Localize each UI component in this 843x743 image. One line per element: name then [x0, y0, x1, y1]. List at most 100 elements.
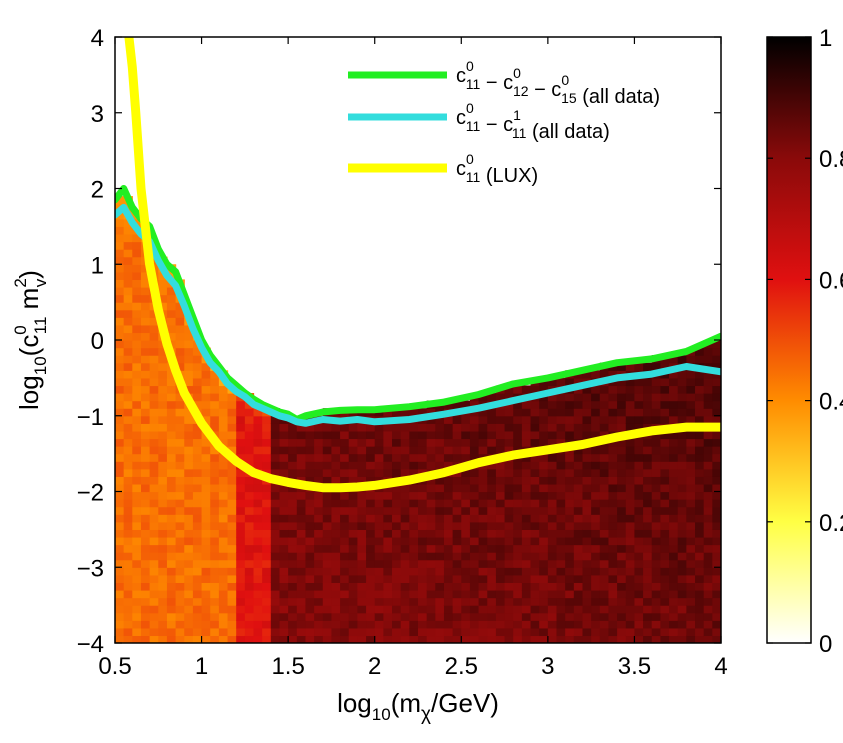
heatmap-cell [140, 324, 151, 334]
heatmap-cell [218, 430, 229, 440]
heatmap-cell [409, 514, 419, 523]
heatmap-cell [686, 597, 696, 606]
heatmap-cell [591, 468, 601, 477]
heatmap-cell [521, 499, 532, 508]
heatmap-cell [435, 453, 445, 462]
heatmap-cell [573, 453, 584, 462]
heatmap-cell [643, 408, 653, 417]
heatmap-cell [305, 582, 315, 591]
heatmap-cell [218, 408, 229, 417]
heatmap-cell [625, 446, 636, 455]
heatmap-cell [669, 544, 679, 553]
heatmap-cell [296, 521, 307, 530]
heatmap-cell [443, 605, 454, 614]
heatmap-cell [547, 574, 558, 583]
heatmap-cell [634, 377, 644, 387]
heatmap-cell [643, 582, 653, 591]
heatmap-cell [340, 453, 350, 462]
heatmap-cell [218, 423, 229, 432]
heatmap-cell [348, 506, 358, 515]
heatmap-cell [634, 468, 644, 477]
heatmap-cell [418, 430, 428, 440]
heatmap-cell [608, 521, 618, 530]
heatmap-cell [392, 567, 402, 576]
heatmap-cell [435, 559, 445, 568]
heatmap-cell [357, 582, 367, 591]
heatmap-cell [617, 461, 627, 470]
heatmap-cell [218, 552, 229, 561]
heatmap-cell [461, 400, 471, 409]
heatmap-cell [140, 370, 151, 379]
heatmap-cell [218, 582, 229, 591]
heatmap-cell [366, 635, 376, 643]
heatmap-cell [201, 589, 211, 599]
heatmap-cell [625, 544, 636, 553]
heatmap-cell [487, 605, 497, 614]
heatmap-cell [340, 552, 350, 561]
heatmap-cell [617, 499, 627, 508]
heatmap-cell [443, 559, 454, 568]
heatmap-cell [530, 506, 540, 515]
heatmap-cell [686, 476, 696, 485]
heatmap-cell [140, 620, 151, 629]
heatmap-cell [175, 612, 185, 621]
heatmap-cell [305, 552, 315, 561]
heatmap-cell [634, 483, 644, 493]
heatmap-cell [322, 620, 333, 629]
heatmap-cell [132, 423, 142, 432]
heatmap-cell [201, 446, 211, 455]
heatmap-cell [669, 491, 679, 500]
heatmap-cell [504, 612, 514, 621]
heatmap-cell [643, 567, 653, 576]
heatmap-cell [236, 635, 246, 643]
heatmap-cell [236, 415, 246, 424]
heatmap-cell [210, 400, 220, 409]
heatmap-cell [262, 499, 272, 508]
heatmap-cell [331, 559, 341, 568]
heatmap-cell [383, 574, 393, 583]
heatmap-cell [669, 597, 679, 606]
heatmap-cell [669, 620, 679, 629]
heatmap-cell [521, 514, 532, 523]
heatmap-cell [184, 377, 194, 387]
heatmap-cell [712, 620, 721, 629]
heatmap-cell [253, 514, 263, 523]
heatmap-cell [651, 453, 661, 462]
heatmap-cell [132, 241, 142, 250]
heatmap-cell [608, 627, 618, 637]
heatmap-cell [322, 461, 333, 470]
heatmap-cell [426, 453, 436, 462]
heatmap-cell [703, 597, 713, 606]
heatmap-cell [573, 499, 584, 508]
heatmap-cell [695, 605, 705, 614]
heatmap-cell [443, 506, 454, 515]
heatmap-cell [643, 544, 653, 553]
heatmap-cell [400, 408, 410, 417]
heatmap-cell [210, 559, 220, 568]
heatmap-cell [591, 408, 601, 417]
heatmap-cell [582, 400, 592, 409]
heatmap-cell [634, 582, 644, 591]
heatmap-cell [443, 597, 454, 606]
heatmap-cell [253, 415, 263, 424]
heatmap-cell [703, 536, 713, 546]
heatmap-cell [132, 438, 142, 447]
heatmap-cell [599, 559, 610, 568]
heatmap-cell [383, 536, 393, 546]
heatmap-cell [617, 438, 627, 447]
heatmap-cell [166, 294, 177, 303]
heatmap-cell [400, 567, 410, 576]
heatmap-cell [556, 430, 566, 440]
heatmap-cell [158, 355, 168, 364]
heatmap-cell [521, 620, 532, 629]
heatmap-cell [625, 552, 636, 561]
heatmap-cell [132, 340, 142, 349]
heatmap-cell [314, 423, 324, 432]
heatmap-cell [495, 468, 506, 477]
heatmap-cell [201, 627, 211, 637]
heatmap-cell [322, 514, 333, 523]
heatmap-cell [115, 355, 125, 364]
heatmap-cell [452, 536, 462, 546]
heatmap-cell [149, 385, 159, 394]
heatmap-cell [331, 438, 341, 447]
